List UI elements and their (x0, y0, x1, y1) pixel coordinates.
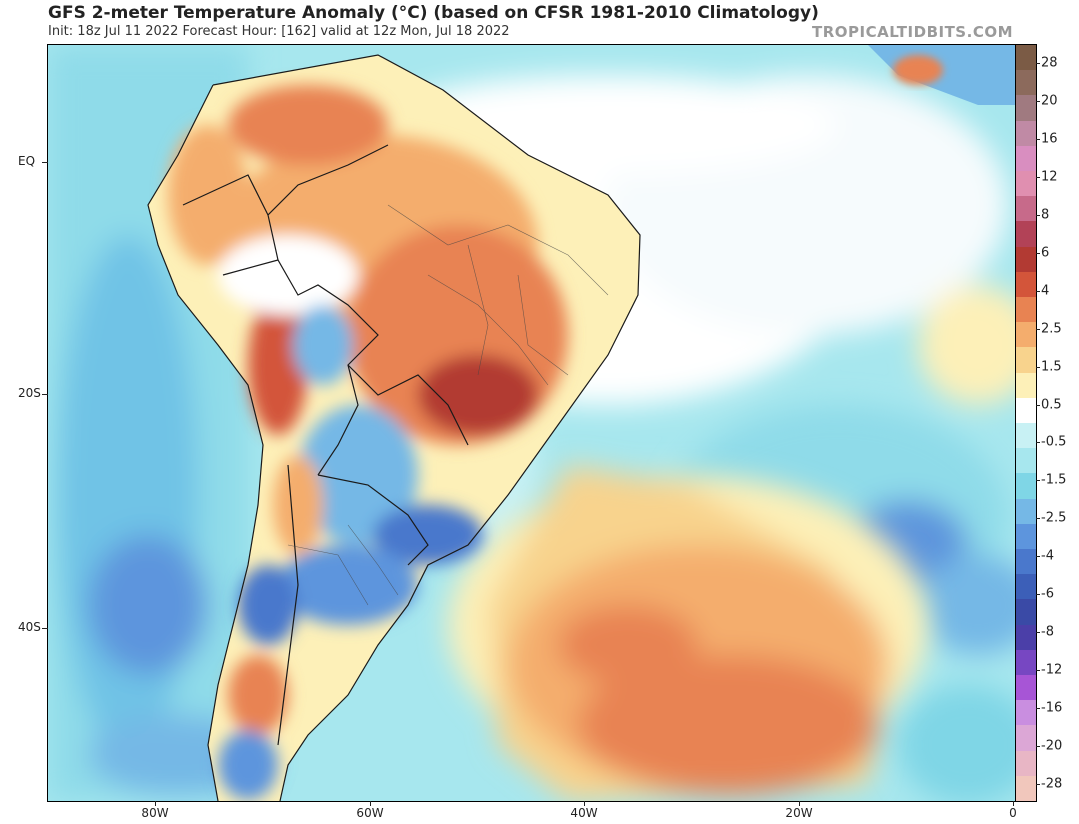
lon-tick-80w (155, 801, 156, 806)
lon-label-60w: 60W (356, 806, 384, 820)
colorbar-swatch (1016, 473, 1036, 499)
lon-label-80w: 80W (141, 806, 169, 820)
colorbar-tick (1036, 215, 1040, 216)
lon-label-40w: 40W (570, 806, 598, 820)
colorbar-tick (1036, 405, 1040, 406)
colorbar-label: 28 (1041, 55, 1058, 71)
colorbar-swatch (1016, 675, 1036, 701)
africa-warm-spot (893, 55, 943, 85)
colorbar-label: -2.5 (1041, 510, 1067, 526)
colorbar-label: -8 (1041, 624, 1054, 640)
warm-atlantic-anomaly (448, 465, 928, 801)
colorbar-tick (1036, 670, 1040, 671)
colorbar-swatch (1016, 750, 1036, 776)
colorbar-label: 12 (1041, 169, 1058, 185)
colorbar-swatch (1016, 196, 1036, 222)
temperature-colorbar (1015, 44, 1037, 802)
colorbar-tick (1036, 177, 1040, 178)
colorbar-swatch (1016, 397, 1036, 424)
colorbar-tick (1036, 63, 1040, 64)
colorbar-tick (1036, 784, 1040, 785)
colorbar-label: 2.5 (1041, 321, 1062, 337)
colorbar-tick (1036, 746, 1040, 747)
colorbar-label: -0.5 (1041, 434, 1067, 450)
colorbar-label: -16 (1041, 700, 1063, 716)
colorbar-tick (1036, 139, 1040, 140)
colorbar-swatch (1016, 599, 1036, 625)
colorbar-swatch (1016, 246, 1036, 272)
forecast-info: Init: 18z Jul 11 2022 Forecast Hour: [16… (48, 24, 510, 39)
colorbar-swatch (1016, 45, 1036, 71)
colorbar-swatch (1016, 574, 1036, 600)
lon-tick-20w (799, 801, 800, 806)
colorbar-swatch (1016, 549, 1036, 575)
colorbar-swatch (1016, 372, 1036, 398)
brand-watermark: TROPICALTIDBITS.COM (812, 23, 1013, 41)
colorbar-label: -28 (1041, 776, 1063, 792)
colorbar-label: 20 (1041, 93, 1058, 109)
colorbar-tick (1036, 291, 1040, 292)
colorbar-swatch (1016, 120, 1036, 146)
colorbar-label: 16 (1041, 131, 1058, 147)
colorbar-tick (1036, 632, 1040, 633)
colorbar-label: 6 (1041, 245, 1050, 261)
colorbar-swatch (1016, 347, 1036, 373)
colorbar-swatch (1016, 322, 1036, 348)
colorbar-swatch (1016, 221, 1036, 247)
colorbar-tick (1036, 556, 1040, 557)
colorbar-tick (1036, 594, 1040, 595)
state-borders (287, 204, 609, 606)
colorbar-tick (1036, 101, 1040, 102)
lat-label-40s: 40S (18, 620, 41, 634)
anomaly-map (47, 44, 1016, 802)
colorbar-tick (1036, 367, 1040, 368)
lon-tick-40w (584, 801, 585, 806)
colorbar-label: -6 (1041, 586, 1054, 602)
colorbar-swatch (1016, 523, 1036, 550)
colorbar-tick (1036, 518, 1040, 519)
lon-label-20w: 20W (785, 806, 813, 820)
colorbar-tick (1036, 442, 1040, 443)
colorbar-tick (1036, 329, 1040, 330)
lat-tick-40s (42, 628, 48, 629)
colorbar-swatch (1016, 624, 1036, 650)
colorbar-label: -4 (1041, 548, 1054, 564)
colorbar-swatch (1016, 145, 1036, 172)
colorbar-swatch (1016, 700, 1036, 726)
colorbar-swatch (1016, 498, 1036, 524)
colorbar-tick (1036, 253, 1040, 254)
colorbar-label: -20 (1041, 738, 1063, 754)
colorbar-swatch (1016, 95, 1036, 121)
colorbar-swatch (1016, 297, 1036, 323)
lat-tick-eq (42, 162, 48, 163)
lat-label-20s: 20S (18, 386, 41, 400)
colorbar-swatch (1016, 423, 1036, 449)
colorbar-label: 4 (1041, 283, 1050, 299)
colorbar-swatch (1016, 70, 1036, 96)
colorbar-swatch (1016, 725, 1036, 751)
colorbar-swatch (1016, 448, 1036, 474)
lon-tick-60w (370, 801, 371, 806)
colorbar-tick (1036, 480, 1040, 481)
chart-title: GFS 2-meter Temperature Anomaly (°C) (ba… (48, 3, 819, 23)
colorbar-tick (1036, 708, 1040, 709)
colorbar-swatch (1016, 171, 1036, 197)
colorbar-swatch (1016, 649, 1036, 676)
colorbar-swatch (1016, 775, 1036, 802)
colorbar-label: 0.5 (1041, 397, 1062, 413)
colorbar-label: 8 (1041, 207, 1050, 223)
lat-label-eq: EQ (18, 154, 36, 168)
lon-tick-0 (1013, 801, 1014, 806)
colorbar-label: -12 (1041, 662, 1063, 678)
country-borders (147, 54, 641, 801)
lon-label-0: 0 (1009, 806, 1017, 820)
colorbar-label: -1.5 (1041, 472, 1067, 488)
colorbar-swatch (1016, 271, 1036, 298)
lat-tick-20s (42, 394, 48, 395)
colorbar-label: 1.5 (1041, 359, 1062, 375)
land-anomaly-field (168, 85, 568, 800)
